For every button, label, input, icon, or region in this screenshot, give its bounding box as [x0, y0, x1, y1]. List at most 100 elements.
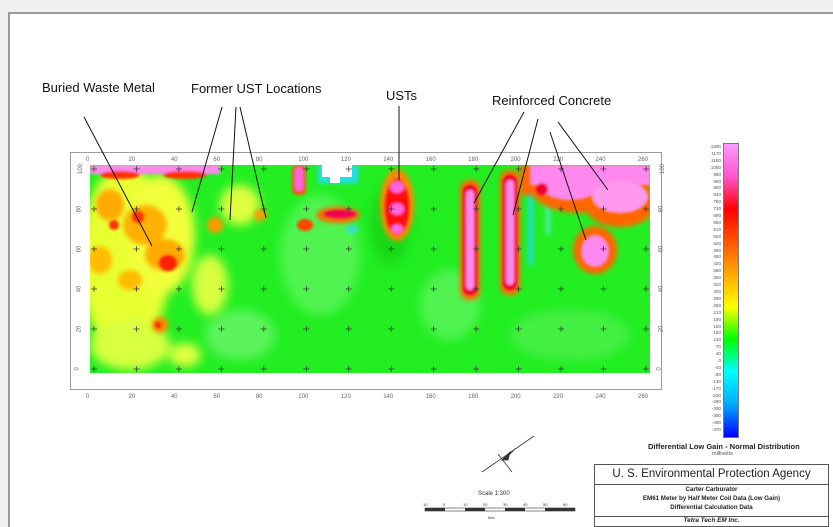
grid-cross [558, 286, 565, 292]
grid-cross [600, 366, 607, 372]
grid-cross [600, 286, 607, 292]
scale-tick-label: 40 [523, 502, 528, 507]
grid-cross [303, 206, 310, 212]
x-tick-label: 240 [595, 157, 606, 163]
x-tick-label: 20 [128, 394, 136, 400]
grid-cross [473, 286, 480, 292]
legend-value: 0 [718, 358, 721, 364]
x-tick-label: 40 [170, 394, 178, 400]
firm-name: Tetra Tech EM Inc. [683, 517, 740, 524]
anomaly-orange [90, 246, 112, 274]
legend-value: 450 [713, 254, 721, 260]
y-tick-label: 0 [656, 367, 663, 371]
anomaly-orange [207, 217, 223, 233]
x-tick-label: 260 [638, 157, 649, 163]
anomaly-orange [254, 209, 266, 221]
label-reinforced-concrete: Reinforced Concrete [492, 93, 612, 108]
y-tick-label: 100 [78, 163, 85, 175]
grid-cross [473, 246, 480, 252]
scale-tick-label: 0 [443, 502, 446, 507]
no-data-area [322, 165, 352, 177]
grid-cross [260, 286, 267, 292]
grid-cross [218, 246, 225, 252]
grid-cross [303, 246, 310, 252]
grid-cross [91, 246, 97, 252]
grid-cross [643, 166, 649, 172]
x-tick-label: 220 [553, 394, 564, 400]
x-tick-label: 160 [425, 157, 436, 163]
x-tick-label: 80 [255, 157, 263, 163]
anomaly-red [324, 210, 356, 218]
legend-value: 420 [713, 261, 721, 267]
legend-value: 780 [713, 199, 721, 205]
grid-cross [643, 366, 649, 372]
y-tick-label: 100 [660, 163, 667, 175]
anomaly-pink [506, 180, 514, 285]
anomaly-pink [540, 170, 600, 200]
grid-cross [91, 286, 97, 292]
grid-cross [473, 366, 480, 372]
grid-cross [303, 286, 310, 292]
legend-value: 280 [713, 295, 721, 301]
legend-value: 300 [713, 289, 721, 294]
label-usts: USTs [386, 88, 418, 103]
y-tick-label: 60 [658, 245, 665, 253]
anomaly-red [297, 219, 313, 231]
x-tick-label: 140 [383, 157, 394, 163]
legend-value: 840 [713, 192, 721, 198]
scale-tick-label: 60 [563, 502, 568, 507]
x-tick-label: 140 [383, 394, 394, 400]
legend-value: 1300 [710, 144, 721, 149]
anomaly-pink [581, 235, 609, 267]
anomaly-red [536, 183, 548, 195]
grid-cross [133, 326, 140, 332]
y-tick-label: 40 [658, 285, 665, 293]
legend-value: 160 [713, 323, 721, 329]
grid-cross [430, 326, 437, 332]
grid-cross [133, 286, 140, 292]
scale-unit: feet [488, 515, 496, 520]
grid-cross [600, 326, 607, 332]
anomaly-yellow [192, 255, 228, 315]
legend-value: 980 [713, 171, 721, 177]
anomaly-red [155, 322, 161, 328]
grid-cross [515, 366, 522, 372]
scale-bar: 10 0 10 20 30 40 50 60 feet [423, 502, 576, 520]
grid-cross [345, 246, 352, 252]
grid-cross [643, 326, 649, 332]
grid-cross [175, 366, 182, 372]
grid-cross [558, 246, 565, 252]
label-former-ust-locations: Former UST Locations [191, 81, 322, 96]
grid-cross [430, 206, 437, 212]
x-tick-label: 160 [425, 394, 436, 400]
grid-cross [260, 326, 267, 332]
grid-cross [558, 366, 565, 372]
scale-tick-label: 30 [503, 502, 508, 507]
legend-value: -350 [711, 413, 721, 419]
grid-cross [643, 206, 649, 212]
legend-value: 1060 [710, 164, 721, 170]
grid-cross [388, 286, 395, 292]
survey-description: EM61 Meter by Half Meter Coil Data (Low … [642, 495, 781, 502]
grid-cross [91, 366, 97, 372]
scale-tick-label: 10 [423, 502, 428, 507]
legend-value: 320 [713, 282, 721, 288]
anomaly-pink [391, 224, 403, 234]
anomaly-orange [96, 189, 124, 221]
grid-cross [430, 286, 437, 292]
anomaly-cyan [346, 225, 358, 233]
y-tick-label: 60 [76, 245, 83, 253]
legend-value: 560 [713, 233, 721, 239]
legend-value: 40 [715, 351, 721, 357]
grid-cross [345, 286, 352, 292]
grid-cross [388, 206, 395, 212]
green-variation [205, 310, 275, 360]
legend-value: 150 [713, 330, 721, 336]
legend-value: -40 [714, 364, 721, 370]
anomaly-yellow [169, 343, 201, 367]
grid-cross [643, 246, 649, 252]
grid-cross [175, 166, 182, 172]
grid-cross [515, 246, 522, 252]
legend-units: millivolts [712, 451, 733, 457]
agency-name: U. S. Environmental Protection Agency [595, 465, 828, 485]
